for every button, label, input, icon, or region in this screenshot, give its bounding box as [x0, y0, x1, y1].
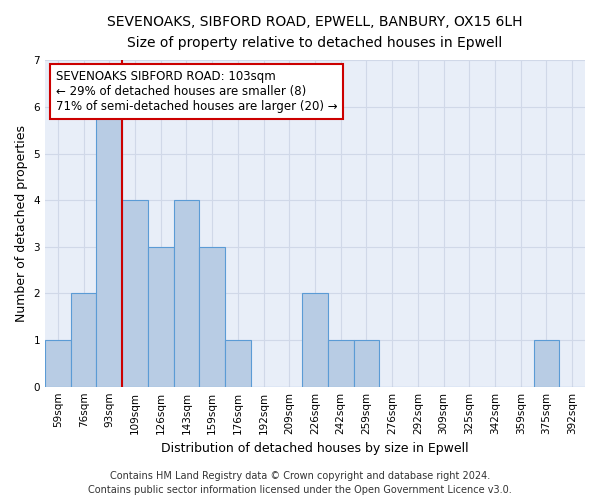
Bar	[353, 340, 379, 386]
Bar	[199, 247, 225, 386]
Bar	[533, 340, 559, 386]
Bar	[148, 247, 173, 386]
Y-axis label: Number of detached properties: Number of detached properties	[15, 125, 28, 322]
Bar	[302, 294, 328, 386]
Bar	[122, 200, 148, 386]
X-axis label: Distribution of detached houses by size in Epwell: Distribution of detached houses by size …	[161, 442, 469, 455]
Bar	[225, 340, 251, 386]
Bar	[71, 294, 97, 386]
Title: SEVENOAKS, SIBFORD ROAD, EPWELL, BANBURY, OX15 6LH
Size of property relative to : SEVENOAKS, SIBFORD ROAD, EPWELL, BANBURY…	[107, 15, 523, 50]
Text: SEVENOAKS SIBFORD ROAD: 103sqm
← 29% of detached houses are smaller (8)
71% of s: SEVENOAKS SIBFORD ROAD: 103sqm ← 29% of …	[56, 70, 337, 114]
Text: Contains HM Land Registry data © Crown copyright and database right 2024.
Contai: Contains HM Land Registry data © Crown c…	[88, 471, 512, 495]
Bar	[45, 340, 71, 386]
Bar	[328, 340, 353, 386]
Bar	[97, 107, 122, 386]
Bar	[173, 200, 199, 386]
